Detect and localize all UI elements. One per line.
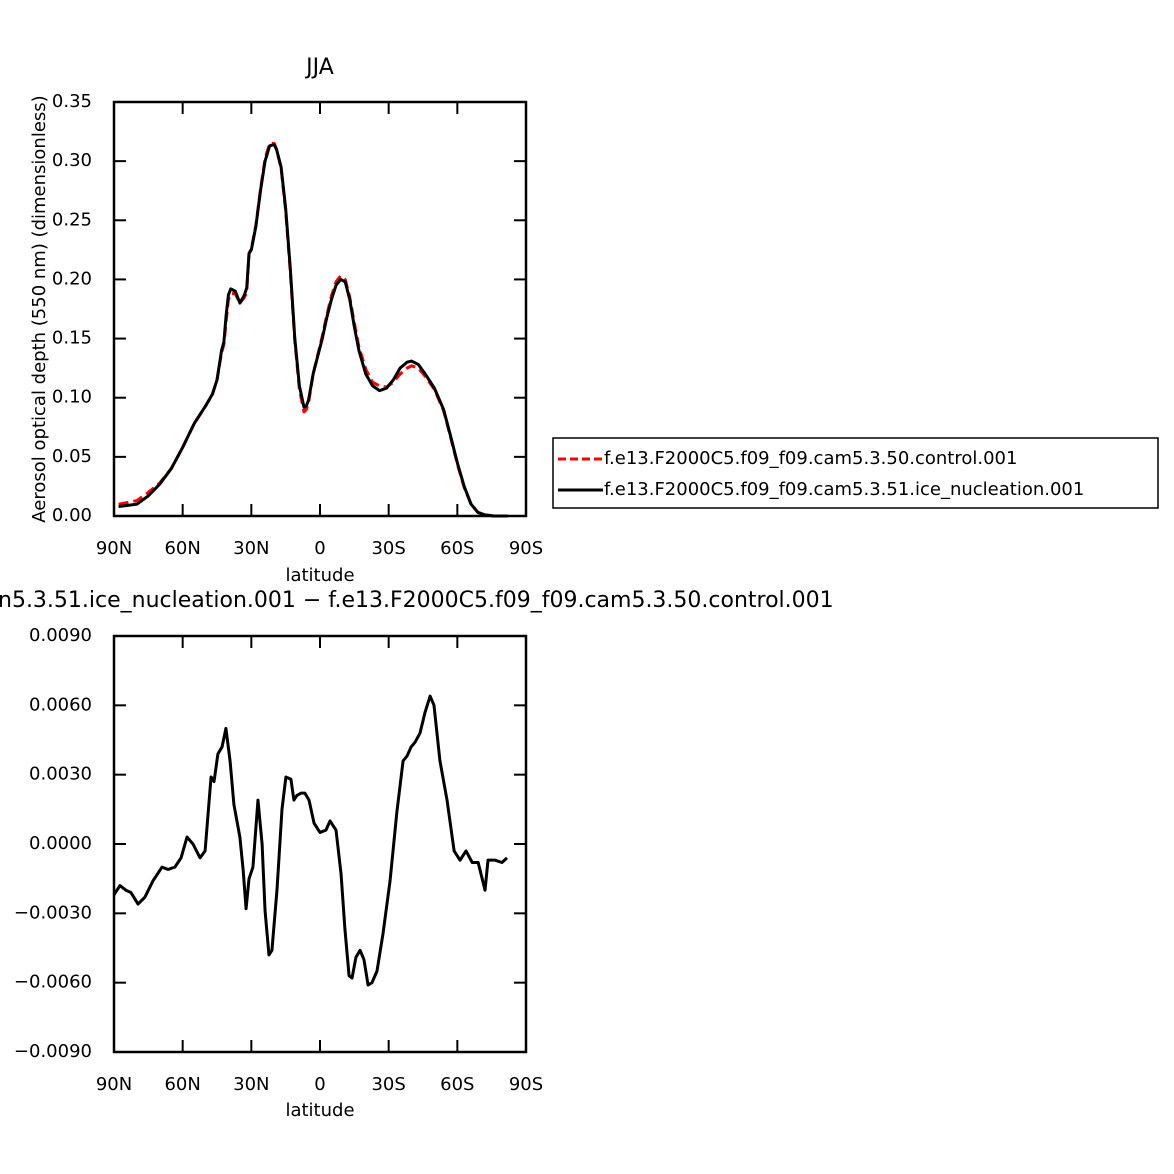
chart-title: n5.3.51.ice_nucleation.001 − f.e13.F2000… (0, 588, 834, 613)
x-tick-label: 90S (509, 538, 543, 559)
x-tick-label: 30S (371, 1074, 405, 1095)
x-axis-label: latitude (285, 565, 354, 586)
y-tick-label: 0.25 (52, 209, 92, 230)
x-tick-label: 60S (440, 538, 474, 559)
y-tick-label: 0.0060 (29, 694, 92, 715)
y-tick-label: −0.0090 (14, 1041, 92, 1062)
x-tick-label: 90S (509, 1074, 543, 1095)
x-axis-label: latitude (285, 1100, 354, 1121)
y-tick-label: 0.30 (52, 150, 92, 171)
legend-label: f.e13.F2000C5.f09_f09.cam5.3.50.control.… (604, 448, 1017, 469)
y-tick-label: 0.05 (52, 446, 92, 467)
x-tick-label: 0 (314, 538, 325, 559)
x-tick-label: 30N (233, 538, 269, 559)
y-tick-label: 0.20 (52, 268, 92, 289)
y-tick-label: 0.10 (52, 387, 92, 408)
x-tick-label: 60N (164, 1074, 200, 1095)
y-tick-label: 0.35 (52, 91, 92, 112)
y-tick-label: 0.0090 (29, 625, 92, 646)
legend-label: f.e13.F2000C5.f09_f09.cam5.3.51.ice_nucl… (604, 479, 1084, 500)
x-tick-label: 30N (233, 1074, 269, 1095)
x-tick-label: 30S (371, 538, 405, 559)
y-axis-label: Aerosol optical depth (550 nm) (dimensio… (29, 95, 50, 522)
chart-title: JJA (304, 55, 334, 80)
plot-frame (112, 100, 528, 518)
data-line (118, 143, 508, 518)
y-tick-label: −0.0060 (14, 972, 92, 993)
x-tick-label: 0 (314, 1074, 325, 1095)
y-tick-label: 0.0000 (29, 833, 92, 854)
x-tick-label: 90N (96, 538, 132, 559)
x-tick-label: 60N (164, 538, 200, 559)
data-line (112, 694, 509, 987)
y-tick-label: 0.0030 (29, 764, 92, 785)
y-tick-label: 0.15 (52, 328, 92, 349)
y-tick-label: 0.00 (52, 505, 92, 526)
y-tick-label: −0.0030 (14, 902, 92, 923)
x-tick-label: 60S (440, 1074, 474, 1095)
plot-frame (112, 634, 528, 1054)
legend-box (552, 437, 1159, 509)
x-tick-label: 90N (96, 1074, 132, 1095)
